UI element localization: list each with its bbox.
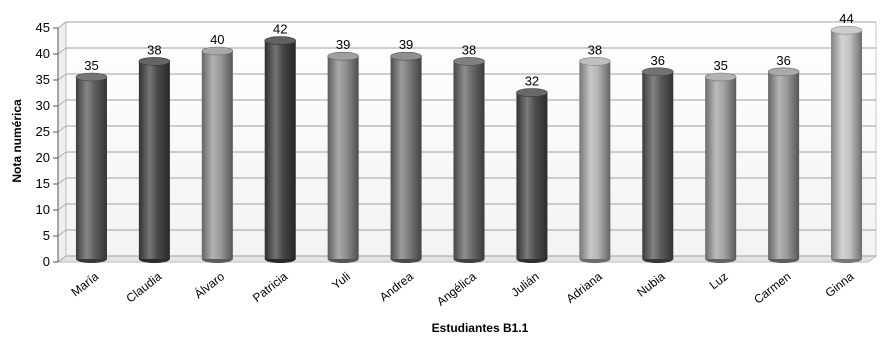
y-axis: 0 5 10 15 20 25 30 35 40 45	[36, 20, 59, 269]
bar	[264, 36, 297, 263]
bar	[327, 51, 359, 263]
gridline-side	[57, 21, 67, 29]
gridline-side	[57, 99, 67, 107]
y-tick-label: 25	[36, 124, 50, 139]
data-label: 40	[210, 32, 224, 47]
bar	[704, 72, 737, 263]
x-tick-label: Claudia	[124, 269, 165, 305]
bar	[516, 88, 548, 263]
data-label: 42	[273, 22, 287, 37]
y-tick-label: 45	[36, 20, 50, 35]
data-label: 36	[651, 53, 665, 68]
y-tick-label: 5	[43, 228, 50, 243]
data-label: 38	[462, 42, 476, 57]
data-label: 39	[399, 37, 413, 52]
bar	[767, 67, 800, 263]
side-wall	[57, 21, 67, 263]
x-tick-label: Nubia	[634, 269, 668, 300]
data-label: 38	[147, 42, 161, 57]
y-tick-label: 20	[36, 150, 50, 165]
bar	[75, 72, 108, 263]
x-tick-label: Andrea	[377, 269, 416, 304]
gridline-side	[57, 125, 67, 133]
x-tick-label: Ginna	[823, 269, 857, 300]
x-tick-label: Yuli	[329, 269, 353, 292]
x-tick-label: Julián	[508, 269, 541, 299]
x-tick-label: Adriana	[563, 269, 604, 306]
data-label: 35	[713, 58, 727, 73]
gridline-side	[57, 73, 67, 81]
bar	[138, 57, 171, 263]
x-tick-label: María	[69, 269, 102, 299]
x-tick-label: Carmen	[751, 269, 793, 306]
data-label: 44	[839, 11, 853, 26]
y-tick-label: 30	[36, 98, 50, 113]
bar	[830, 25, 863, 263]
gridline-side	[57, 177, 67, 185]
y-tick-label: 10	[36, 202, 50, 217]
gridline-side	[57, 47, 67, 55]
bar	[390, 51, 422, 263]
x-axis: María Claudia Álvaro Patricia Yuli Andrea Angé…	[69, 268, 857, 308]
bar	[201, 46, 234, 263]
gridline-side	[57, 229, 67, 237]
y-tick-label: 0	[43, 254, 50, 269]
x-tick-label: Álvaro	[191, 268, 227, 301]
bars	[75, 25, 863, 263]
gridline-side	[57, 151, 67, 159]
y-tick-label: 15	[36, 176, 50, 191]
gridline-side	[57, 255, 67, 263]
data-label: 32	[525, 74, 539, 89]
data-label: 39	[336, 37, 350, 52]
data-label: 38	[588, 42, 602, 57]
bar	[641, 67, 674, 263]
x-tick-label: Luz	[707, 269, 731, 292]
x-tick-label: Angélica	[434, 269, 479, 309]
bar	[453, 57, 485, 263]
gridline-side	[57, 203, 67, 211]
x-tick-label: Patricia	[250, 269, 290, 305]
x-axis-title: Estudiantes B1.1	[432, 321, 529, 335]
data-label: 35	[84, 58, 98, 73]
data-labels: 35 38 40 42 39 39 38 32 38 36 35 36 44	[84, 11, 854, 88]
y-axis-title: Nota numérica	[10, 99, 24, 183]
data-label: 36	[776, 53, 790, 68]
y-tick-label: 40	[36, 46, 50, 61]
y-tick-label: 35	[36, 72, 50, 87]
bar	[579, 57, 611, 263]
